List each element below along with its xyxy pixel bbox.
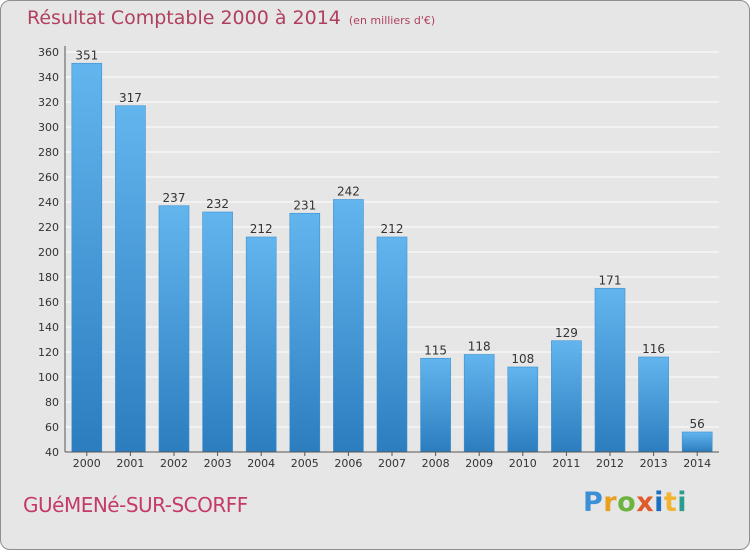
x-tick-label-2012: 2012 [596,457,624,470]
bar-2004 [245,236,277,453]
y-tick-label: 200 [38,246,59,259]
x-tick-label-2004: 2004 [247,457,275,470]
y-tick-label: 280 [38,146,59,159]
y-axis-ticks: 40 60 80 100 120 140 160 180 200 220 240 260 280 300 3… [38,46,59,459]
bar-2008 [420,357,451,453]
data-label-2005: 231 [293,198,316,212]
data-label-2007: 212 [381,222,404,236]
bar-2013 [638,356,669,453]
logo-letter: i [677,487,688,518]
data-label-2010: 108 [511,352,534,366]
axes [64,46,719,456]
data-label-2013: 116 [642,342,665,356]
proxiti-logo: Proxiti [583,487,687,518]
logo-letter: o [617,487,637,518]
bar-2000 [71,62,103,453]
y-tick-label: 360 [38,46,59,59]
chart-title-text: Résultat Comptable 2000 à 2014 [27,7,341,29]
x-axis-ticks: 2000 2001 2002 2003 2004 2005 2006 2007 2008 2009… [73,457,711,470]
data-label-2003: 232 [206,197,229,211]
data-label-2002: 237 [163,191,186,205]
y-tick-label: 300 [38,121,59,134]
bar-2001 [115,105,146,453]
chart-title: Résultat Comptable 2000 à 2014 (en millie… [27,7,435,29]
y-tick-label: 340 [38,71,59,84]
bar-2007 [376,236,408,453]
x-tick-label-2013: 2013 [640,457,668,470]
x-tick-label-2014: 2014 [683,457,711,470]
data-label-2014: 56 [690,417,705,431]
x-tick-label-2007: 2007 [378,457,406,470]
bar-2010 [507,366,539,453]
y-tick-label: 100 [38,371,59,384]
logo-letter: r [603,487,618,518]
bar-2002 [158,205,190,453]
data-label-2006: 242 [337,185,360,199]
y-tick-label: 260 [38,171,59,184]
bar-2003 [202,211,233,453]
y-tick-label: 220 [38,221,59,234]
data-label-2008: 115 [424,343,447,357]
data-label-2009: 118 [468,340,491,354]
y-tick-label: 40 [45,446,59,459]
data-label-2011: 129 [555,326,578,340]
y-tick-label: 120 [38,346,59,359]
data-label-2000: 351 [75,48,98,62]
x-tick-label-2002: 2002 [160,457,188,470]
x-tick-label-2010: 2010 [509,457,537,470]
x-tick-label-2000: 2000 [73,457,101,470]
x-tick-label-2005: 2005 [291,457,319,470]
logo-letter: P [583,487,604,518]
bar-2011 [551,340,582,453]
y-tick-label: 80 [45,396,59,409]
bar-2012 [594,287,626,453]
chart-subtitle: (en milliers d'€) [348,14,436,27]
place-name: GUéMENé-SUR-SCORFF [23,493,248,517]
bar-2014 [681,431,713,453]
x-tick-label-2003: 2003 [204,457,232,470]
logo-letter: x [636,487,655,518]
y-tick-label: 160 [38,296,59,309]
y-tick-label: 60 [45,421,59,434]
data-label-2012: 171 [599,273,622,287]
x-tick-label-2011: 2011 [552,457,580,470]
logo-letter: i [654,487,664,518]
data-label-2001: 317 [119,91,142,105]
data-label-2004: 212 [250,222,273,236]
y-tick-label: 320 [38,96,59,109]
x-tick-label-2009: 2009 [465,457,493,470]
logo-letter: t [663,487,678,518]
x-tick-label-2001: 2001 [116,457,144,470]
y-tick-label: 240 [38,196,59,209]
bars [71,62,713,453]
bar-2006 [333,199,364,453]
x-tick-label-2008: 2008 [422,457,450,470]
y-tick-label: 180 [38,271,59,284]
x-tick-label-2006: 2006 [334,457,362,470]
y-tick-label: 140 [38,321,59,334]
bar-2005 [289,212,321,453]
bar-2009 [463,354,495,453]
data-labels: 351 317 237 232 212 231 242 212 115 118 108 129 171 1… [75,48,704,431]
